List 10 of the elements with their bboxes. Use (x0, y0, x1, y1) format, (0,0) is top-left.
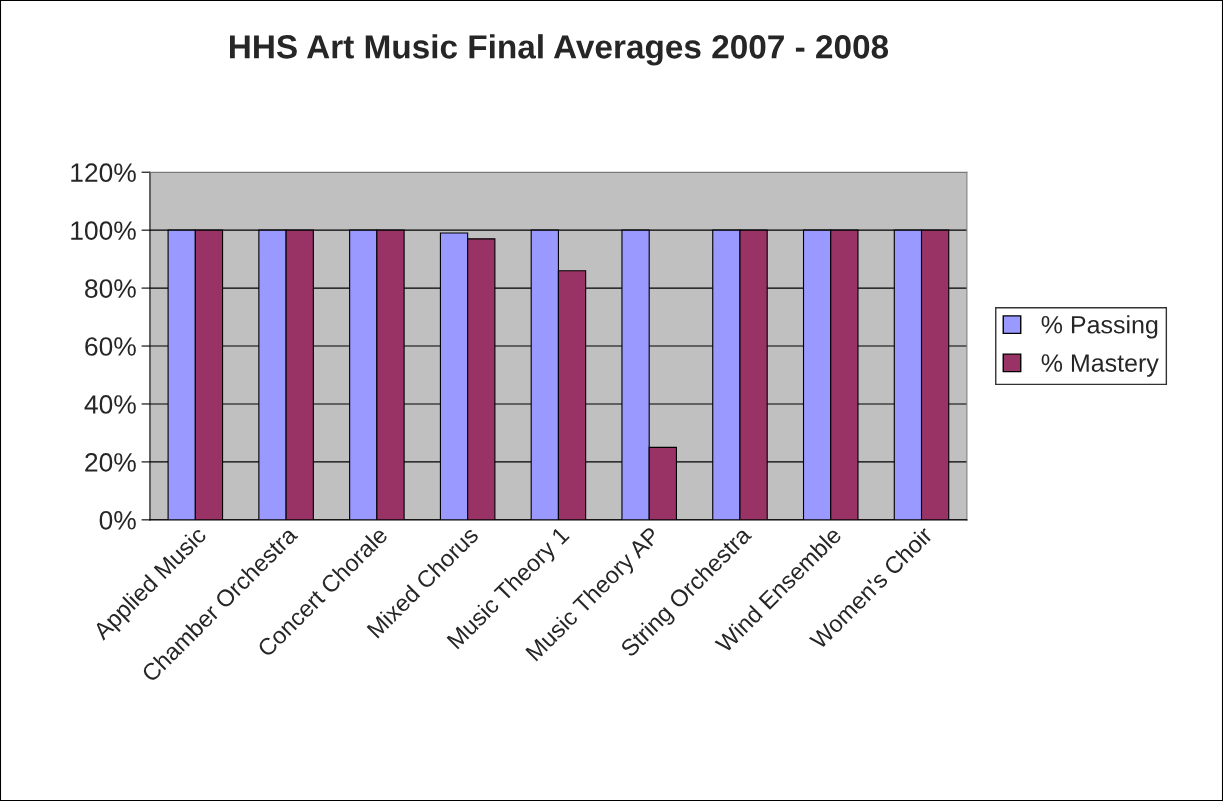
y-tick-label: 0% (99, 510, 136, 530)
legend-label: % Mastery (1041, 354, 1159, 377)
y-tick-label: 120% (71, 163, 136, 183)
legend-label: % Passing (1041, 315, 1158, 339)
y-tick-label: 40% (84, 395, 136, 414)
y-tick-label: 100% (71, 221, 136, 240)
y-tick-label: 60% (85, 337, 136, 356)
y-tick-label: 80% (85, 279, 136, 298)
chart-title: HHS Art Music Final Averages 2007 - 2008 (229, 34, 889, 66)
y-tick-label: 20% (85, 453, 136, 472)
